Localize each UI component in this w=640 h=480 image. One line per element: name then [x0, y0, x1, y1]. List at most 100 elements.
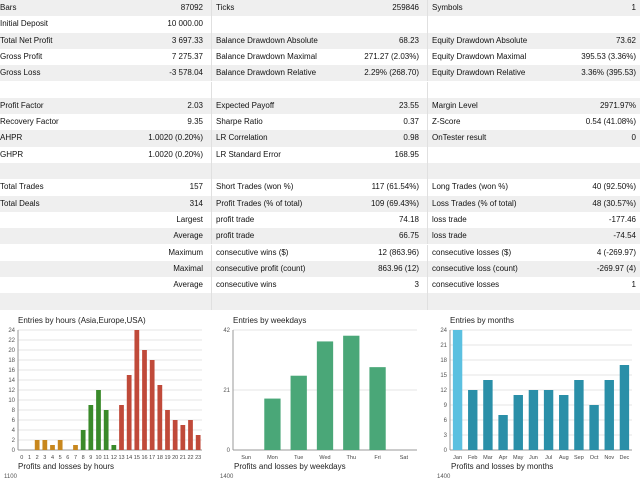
stat-label: Profit Factor	[0, 100, 44, 110]
column-divider	[211, 130, 212, 147]
y-tick-label: 0	[444, 448, 448, 454]
stat-label: Loss Trades (% of total)	[432, 198, 517, 208]
stat-value: 1.0020 (0.20%)	[148, 149, 203, 159]
column-divider	[211, 16, 212, 33]
x-tick-label: May	[513, 455, 524, 461]
column-divider	[211, 179, 212, 196]
stat-value: 73.62	[615, 35, 636, 45]
stat-value: 2971.97%	[599, 100, 636, 110]
chart-svg: 0 3 6 9 12 15 18 21 24 Jan Feb Mar Apr May Jun Jul Aug Se…	[440, 328, 632, 461]
bar	[103, 410, 109, 450]
column-divider	[211, 195, 212, 212]
y-tick-label: 10	[8, 398, 15, 404]
stats-row: Profit Factor 2.03 Expected Payoff 23.55 Mar…	[0, 97, 640, 115]
stat-value	[299, 163, 419, 179]
stats-row: Total Net Profit 3 697.33 Balance Drawdown…	[0, 32, 640, 49]
y-tick-label: 14	[8, 378, 15, 384]
y-tick-label: 4	[12, 428, 16, 434]
x-tick-label: 22	[187, 455, 193, 461]
stat-label: Maximum	[168, 247, 203, 257]
bar	[80, 430, 86, 450]
column-divider	[211, 211, 212, 229]
bar	[149, 360, 155, 450]
stat-label: loss trade	[432, 214, 467, 224]
stat-label: consecutive losses ($)	[432, 247, 512, 257]
stat-value: 9.35	[187, 117, 203, 127]
stat-label: Balance Drawdown Maximal	[216, 51, 317, 61]
stat-label: Profit Trades (% of total)	[216, 198, 303, 208]
chart-entries-by-weekdays: Entries by weekdays 0 21 42 Sun Mon Tue Wed Thu…	[215, 310, 425, 470]
stat-value: 1.0020 (0.20%)	[148, 133, 203, 143]
stat-label: Total Net Profit	[0, 35, 53, 45]
column-divider	[427, 211, 428, 229]
column-divider	[427, 228, 428, 245]
stat-label: Balance Drawdown Relative	[216, 68, 317, 78]
column-divider	[211, 81, 212, 98]
column-divider	[427, 260, 428, 278]
x-tick-label: 4	[51, 455, 54, 461]
stat-value: 12 (863.96)	[378, 247, 419, 257]
stat-label: Balance Drawdown Absolute	[216, 35, 318, 45]
stats-row: Total Trades 157 Short Trades (won %) 117 (…	[0, 179, 640, 196]
x-tick-label: 0	[20, 455, 23, 461]
bar	[195, 435, 201, 450]
stat-value: 40 (92.50%)	[592, 182, 636, 192]
stat-label: Average	[173, 231, 203, 241]
x-tick-label: Tue	[294, 455, 303, 461]
column-divider	[427, 16, 428, 33]
stat-label: loss trade	[432, 231, 467, 241]
column-divider	[427, 195, 428, 212]
column-divider	[427, 146, 428, 163]
x-tick-label: Apr	[499, 455, 508, 461]
column-divider	[427, 114, 428, 131]
subchart-y-tick: 1400	[220, 474, 234, 480]
bar	[180, 425, 186, 450]
stat-value	[83, 212, 203, 228]
bar	[42, 440, 48, 450]
bar	[543, 390, 554, 450]
chart-title: Entries by weekdays	[233, 316, 307, 325]
bar	[88, 405, 94, 450]
stat-value	[83, 261, 203, 277]
stat-value: 157	[189, 182, 203, 192]
subchart-y-tick: 1100	[4, 474, 17, 480]
x-tick-label: 2	[36, 455, 39, 461]
x-tick-label: Feb	[468, 455, 477, 461]
x-tick-label: 3	[43, 455, 46, 461]
column-divider	[427, 277, 428, 294]
stat-value: 66.75	[398, 231, 419, 241]
bar	[165, 410, 170, 450]
chart-title: Entries by hours (Asia,Europe,USA)	[18, 316, 146, 325]
stats-row: Recovery Factor 9.35 Sharpe Ratio 0.37 Z-Sco…	[0, 114, 640, 131]
bar	[498, 415, 508, 450]
bar	[172, 420, 178, 450]
stat-value: 109 (69.43%)	[370, 198, 419, 208]
x-tick-label: 13	[118, 455, 124, 461]
bar	[604, 380, 614, 450]
bar	[157, 385, 163, 450]
x-tick-label: 14	[126, 455, 132, 461]
stat-value	[299, 82, 419, 98]
stat-label: consecutive wins	[216, 280, 277, 290]
stat-value	[83, 163, 203, 179]
x-tick-label: 18	[157, 455, 163, 461]
y-tick-label: 42	[223, 328, 230, 334]
column-divider	[211, 114, 212, 131]
x-tick-label: 11	[103, 455, 109, 461]
stat-value: -177.46	[608, 214, 636, 224]
bar	[468, 390, 478, 450]
x-tick-label: 1	[28, 455, 31, 461]
stats-row	[0, 81, 640, 98]
column-divider	[427, 179, 428, 196]
stat-label: Margin Level	[432, 100, 478, 110]
stat-value: 1	[631, 280, 636, 290]
stat-value: 74.18	[398, 214, 419, 224]
column-divider	[211, 97, 212, 115]
x-tick-label: Sep	[574, 455, 584, 461]
stat-label: Z-Score	[432, 117, 461, 127]
x-tick-label: 8	[82, 455, 85, 461]
stat-value	[83, 82, 203, 98]
x-tick-label: 20	[172, 455, 178, 461]
chart-svg: 0 21 42 Sun Mon Tue Wed Thu Fri Sat	[223, 328, 417, 461]
